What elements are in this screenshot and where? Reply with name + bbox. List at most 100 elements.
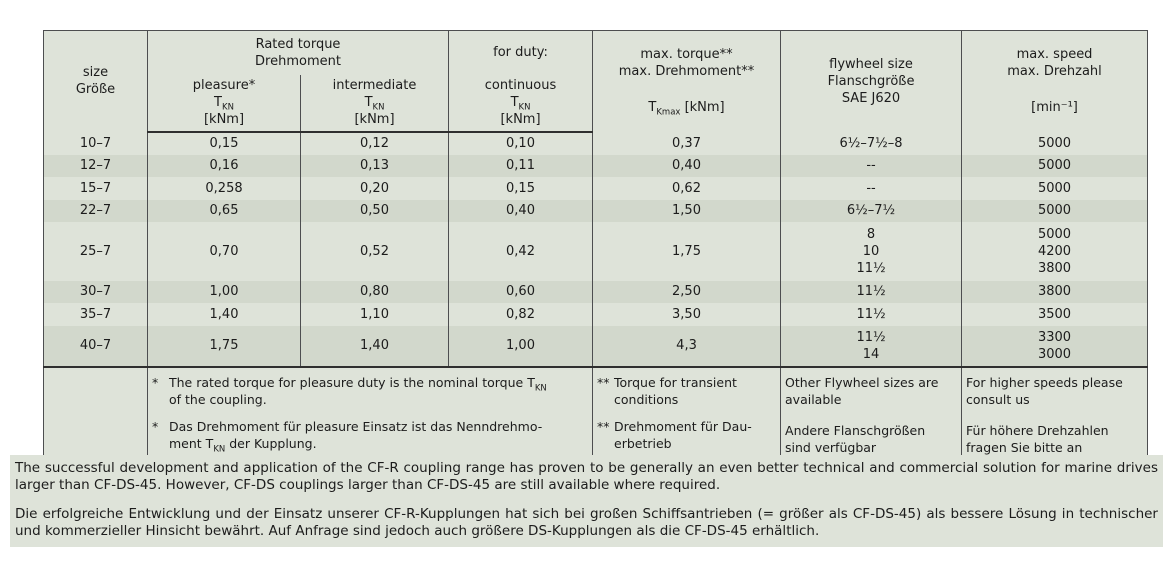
header-intermediate: intermediate TKN [kNm]: [299, 74, 450, 133]
flywheel-cell: --: [780, 154, 963, 177]
footnote-speed-cell: For higher speeds please consult us Für …: [961, 365, 1149, 460]
size-cell: 22–7: [43, 199, 148, 222]
size-cell: 30–7: [43, 280, 148, 303]
flywheel-cell: 11½: [780, 280, 963, 303]
continuous-cell: 0,40: [448, 199, 594, 222]
pleasure-cell: 1,00: [147, 280, 301, 303]
intermediate-cell: 0,20: [299, 176, 450, 200]
footnote-doublestar-de: ** Drehmoment für Dau- erbetrieb: [597, 418, 752, 451]
size-cell: 15–7: [43, 176, 148, 200]
intermediate-cell: 0,52: [299, 221, 450, 281]
header-speed-unit: [min⁻¹]: [1031, 100, 1078, 116]
intermediate-cell: 0,50: [299, 199, 450, 222]
header-flywheel: flywheel size Flanschgröße SAE J620: [780, 30, 963, 132]
flywheel-cell: 6½–7½: [780, 199, 963, 222]
speed-cell: 5000: [961, 199, 1149, 222]
speed-cell: 5000: [961, 154, 1149, 177]
speed-cell: 5000 4200 3800: [961, 221, 1149, 281]
max-torque-cell: 1,50: [592, 199, 782, 222]
header-flywheel-sae: SAE J620: [841, 90, 901, 106]
flywheel-cell: --: [780, 176, 963, 200]
table-row: 10–7 0,15 0,12 0,10 0,37 6½–7½–8 5000: [43, 131, 1149, 155]
table-row: 40–7 1,75 1,40 1,00 4,3 11½ 14 3300 3000: [43, 325, 1149, 367]
continuous-cell: 1,00: [448, 325, 594, 367]
header-for-duty: for duty:: [448, 30, 594, 75]
flywheel-note-de: Andere Flanschgrößen sind verfügbar: [785, 422, 926, 455]
size-cell: 12–7: [43, 154, 148, 177]
header-max-torque: max. torque** max. Drehmoment** TKmax [k…: [592, 30, 782, 132]
table-row: 22–7 0,65 0,50 0,40 1,50 6½–7½ 5000: [43, 199, 1149, 222]
tkn-unit: [kNm]: [354, 112, 395, 127]
pleasure-cell: 0,65: [147, 199, 301, 222]
size-cell: 25–7: [43, 221, 148, 281]
size-cell: 40–7: [43, 325, 148, 367]
header-tkmax-unit: TKmax [kNm]: [648, 100, 725, 118]
speed-note-en: For higher speeds please consult us: [966, 374, 1123, 407]
flywheel-cell: 11½ 14: [780, 325, 963, 367]
pleasure-cell: 0,15: [147, 131, 301, 155]
intermediate-cell: 1,10: [299, 302, 450, 326]
header-max-speed-en: max. speed: [1016, 47, 1093, 63]
footnote-row: * The rated torque for pleasure duty is …: [43, 365, 1149, 460]
max-torque-cell: 4,3: [592, 325, 782, 367]
max-torque-cell: 2,50: [592, 280, 782, 303]
description-paragraph-en: The successful development and applicati…: [15, 460, 1158, 493]
footnote-empty-cell: [43, 365, 148, 460]
header-row-1: size Größe Rated torque Drehmoment for d…: [43, 30, 1149, 132]
footnote-doublestar-cell: ** Torque for transient conditions ** Dr…: [592, 365, 782, 460]
table-row: 12–7 0,16 0,13 0,11 0,40 -- 5000: [43, 154, 1149, 177]
max-torque-cell: 0,40: [592, 154, 782, 177]
double-asterisk: **: [597, 418, 610, 434]
description-paragraph-de: Die erfolgreiche Entwicklung und der Ein…: [15, 506, 1158, 539]
intermediate-cell: 0,80: [299, 280, 450, 303]
table-row: 15–7 0,258 0,20 0,15 0,62 -- 5000: [43, 176, 1149, 200]
intermediate-cell: 0,13: [299, 154, 450, 177]
header-max-speed-de: max. Drehzahl: [1007, 64, 1102, 80]
size-cell: 35–7: [43, 302, 148, 326]
speed-cell: 3300 3000: [961, 325, 1149, 367]
continuous-cell: 0,42: [448, 221, 594, 281]
tkn-symbol: TKN: [364, 95, 385, 113]
footnote-star-de: * Das Drehmoment für pleasure Einsatz is…: [152, 418, 543, 454]
header-max-torque-en: max. torque**: [640, 47, 733, 63]
footnote-doublestar-en: ** Torque for transient conditions: [597, 374, 737, 407]
size-cell: 10–7: [43, 131, 148, 155]
speed-cell: 3800: [961, 280, 1149, 303]
pleasure-cell: 0,70: [147, 221, 301, 281]
continuous-cell: 0,10: [448, 131, 594, 155]
header-rated-torque-en: Rated torque: [255, 36, 341, 52]
pleasure-cell: 1,75: [147, 325, 301, 367]
header-continuous: continuous TKN [kNm]: [448, 74, 594, 133]
header-row-2: pleasure* TKN [kNm] intermediate TKN [kN…: [44, 74, 1148, 133]
flywheel-note-en: Other Flywheel sizes are available: [785, 374, 939, 407]
flywheel-cell: 11½: [780, 302, 963, 326]
intermediate-cell: 1,40: [299, 325, 450, 367]
continuous-cell: 0,82: [448, 302, 594, 326]
speed-cell: 5000: [961, 131, 1149, 155]
table-row: 25–7 0,70 0,52 0,42 1,75 8 10 11½ 5000 4…: [43, 221, 1149, 281]
description-block: The successful development and applicati…: [10, 455, 1163, 547]
coupling-spec-table: size Größe Rated torque Drehmoment for d…: [43, 30, 1149, 461]
pleasure-cell: 0,258: [147, 176, 301, 200]
max-torque-cell: 0,62: [592, 176, 782, 200]
asterisk: *: [152, 418, 159, 434]
footnote-star-en: * The rated torque for pleasure duty is …: [152, 374, 547, 407]
footnote-flywheel-cell: Other Flywheel sizes are available Ander…: [780, 365, 963, 460]
continuous-cell: 0,11: [448, 154, 594, 177]
speed-cell: 3500: [961, 302, 1149, 326]
double-asterisk: **: [597, 374, 610, 390]
tkn-symbol: TKN: [214, 95, 234, 113]
max-torque-cell: 1,75: [592, 221, 782, 281]
continuous-cell: 0,15: [448, 176, 594, 200]
header-rated-torque: Rated torque Drehmoment: [146, 30, 450, 75]
table-row: 30–7 1,00 0,80 0,60 2,50 11½ 3800: [43, 280, 1149, 303]
tkn-unit: [kNm]: [203, 112, 245, 127]
continuous-cell: 0,60: [448, 280, 594, 303]
footnote-star-cell: * The rated torque for pleasure duty is …: [146, 365, 594, 460]
speed-note-de: Für höhere Drehzahlen fragen Sie bitte a…: [966, 422, 1109, 455]
flywheel-cell: 8 10 11½: [780, 221, 963, 281]
asterisk: *: [152, 374, 159, 390]
header-flywheel-de: Flanschgröße: [827, 73, 915, 89]
header-pleasure: pleasure* TKN [kNm]: [147, 74, 301, 133]
